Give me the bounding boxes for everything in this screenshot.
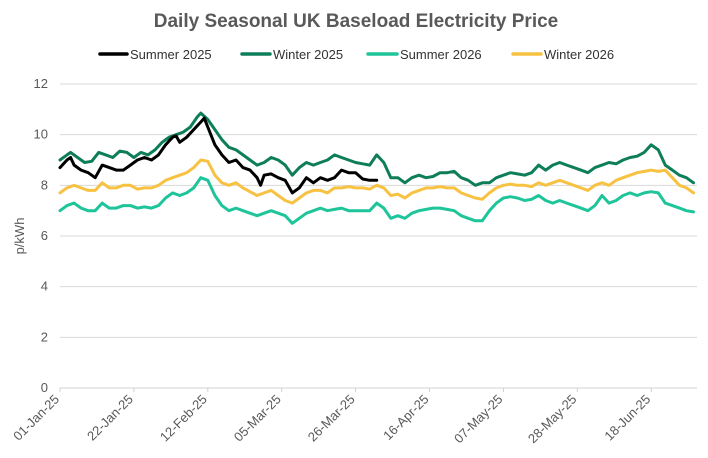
series-line-summer-2025 xyxy=(58,116,379,195)
y-tick-label: 2 xyxy=(41,329,48,344)
legend-label-winter-2026: Winter 2026 xyxy=(544,47,614,62)
x-tick-label: 22-Jan-25 xyxy=(84,392,136,444)
y-tick-label: 12 xyxy=(34,76,48,91)
x-tick-label: 26-Mar-25 xyxy=(305,392,358,445)
y-tick-label: 8 xyxy=(41,177,48,192)
x-axis-ticks: 01-Jan-25 22-Jan-25 12-Feb-25 05-Mar-25 26-M… xyxy=(10,388,653,446)
legend-label-winter-2025: Winter 2025 xyxy=(273,47,343,62)
x-tick-label: 07-May-25 xyxy=(451,392,506,447)
x-tick-label: 05-Mar-25 xyxy=(231,392,284,445)
legend-label-summer-2026: Summer 2026 xyxy=(400,47,482,62)
chart-title: Daily Seasonal UK Baseload Electricity P… xyxy=(154,11,558,32)
y-tick-label: 0 xyxy=(41,380,48,395)
y-tick-label: 10 xyxy=(34,127,48,142)
y-tick-label: 4 xyxy=(41,279,48,294)
x-tick-label: 18-Jun-25 xyxy=(601,392,653,444)
x-tick-label: 16-Apr-25 xyxy=(380,392,431,443)
y-tick-label: 6 xyxy=(41,228,48,243)
legend-label-summer-2025: Summer 2025 xyxy=(130,47,212,62)
x-tick-label: 12-Feb-25 xyxy=(157,392,210,445)
legend-item-winter-2026: Winter 2026 xyxy=(511,47,614,62)
series-line-summer-2026 xyxy=(58,176,695,225)
legend: Summer 2025 Winter 2025 Summer 2026 Wint… xyxy=(98,47,614,62)
x-tick-label: 28-May-25 xyxy=(525,392,580,447)
x-tick-label: 01-Jan-25 xyxy=(10,392,62,444)
series-lines xyxy=(58,111,695,225)
legend-item-summer-2025: Summer 2025 xyxy=(98,47,212,62)
series-line-winter-2026 xyxy=(58,158,695,205)
legend-item-winter-2025: Winter 2025 xyxy=(240,47,343,62)
series-line-winter-2025 xyxy=(58,111,695,187)
gridlines xyxy=(60,83,697,338)
y-axis-ticks: 0 2 4 6 8 10 12 xyxy=(34,76,48,395)
y-axis-label: p/kWh xyxy=(12,218,27,255)
legend-item-summer-2026: Summer 2026 xyxy=(366,47,482,62)
